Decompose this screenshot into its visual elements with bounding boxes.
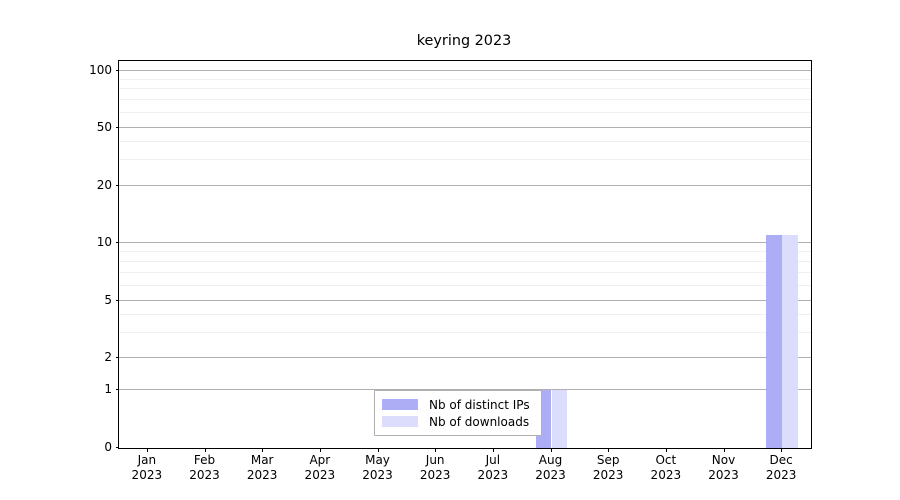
- x-axis-tick-label: Feb 2023: [189, 453, 220, 482]
- chart-legend: Nb of distinct IPs Nb of downloads: [374, 390, 542, 436]
- gridline-minor: [119, 112, 811, 114]
- x-axis-tick-mark: [435, 448, 437, 452]
- gridline-major: [119, 357, 811, 358]
- x-axis-tick-mark: [665, 448, 667, 452]
- legend-swatch-downloads: [382, 416, 418, 427]
- legend-label-downloads: Nb of downloads: [429, 414, 530, 429]
- y-axis-tick-label: 100: [89, 63, 112, 77]
- gridline-major: [119, 389, 811, 390]
- gridline-minor: [119, 260, 811, 262]
- gridline-minor: [119, 250, 811, 252]
- gridlines: [119, 61, 811, 448]
- y-axis-tick-label: 2: [104, 350, 112, 364]
- y-axis-tick-mark: [115, 184, 119, 186]
- y-axis-tick-mark: [115, 446, 119, 448]
- legend-swatch-distinct-ips: [382, 399, 418, 410]
- bar: [766, 235, 783, 448]
- y-axis-tick-label: 20: [96, 178, 112, 192]
- x-axis-tick-label: Sep 2023: [592, 453, 624, 482]
- x-axis-tick-mark: [146, 448, 148, 452]
- gridline-major: [119, 70, 811, 71]
- gridline-major: [119, 127, 811, 128]
- legend-label-distinct-ips: Nb of distinct IPs: [429, 397, 530, 412]
- x-axis-tick-label: Aug 2023: [535, 453, 566, 482]
- gridline-minor: [119, 159, 811, 161]
- y-axis-tick-mark: [115, 299, 119, 301]
- y-axis-tick-label: 10: [96, 235, 112, 249]
- gridline-minor: [119, 78, 811, 80]
- x-axis-tick-mark: [377, 448, 379, 452]
- gridline-minor: [119, 99, 811, 101]
- gridline-minor: [119, 331, 811, 333]
- chart-title: keyring 2023: [416, 33, 512, 49]
- y-axis-tick-mark: [115, 126, 119, 128]
- y-axis-tick-mark: [115, 356, 119, 358]
- x-axis-tick-mark: [319, 448, 321, 452]
- gridline-minor: [119, 141, 811, 143]
- y-axis-tick-mark: [115, 388, 119, 390]
- x-axis-tick-label: Jan 2023: [131, 453, 163, 482]
- bar: [551, 390, 568, 448]
- x-axis-tick-mark: [781, 448, 783, 452]
- y-axis-tick-labels: 0 1 2 5 10 20 50 100: [68, 60, 112, 453]
- legend-item: Nb of distinct IPs: [382, 396, 534, 413]
- y-axis-tick-mark: [115, 241, 119, 243]
- x-axis-tick-labels: Jan 2023 Feb 2023 Mar 2023 Apr 2023 May 2023 Jun 20…: [118, 453, 810, 487]
- gridline-minor: [119, 271, 811, 273]
- gridline-major: [119, 242, 811, 243]
- x-axis-tick-mark: [723, 448, 725, 452]
- legend-item: Nb of downloads: [382, 413, 534, 430]
- x-axis-tick-mark: [492, 448, 494, 452]
- x-axis-tick-label: Apr 2023: [304, 453, 336, 482]
- gridline-major: [119, 185, 811, 186]
- gridline-minor: [119, 88, 811, 90]
- x-axis-tick-mark: [262, 448, 264, 452]
- x-axis-tick-mark: [550, 448, 552, 452]
- x-axis-tick-label: May 2023: [362, 453, 393, 482]
- x-axis-tick-mark: [204, 448, 206, 452]
- x-axis-tick-label: Mar 2023: [246, 453, 278, 482]
- gridline-minor: [119, 284, 811, 286]
- gridline-minor: [119, 313, 811, 315]
- y-axis-tick-label: 5: [104, 293, 112, 307]
- y-axis-tick-label: 0: [104, 440, 112, 454]
- bar: [782, 235, 798, 448]
- x-axis-tick-label: Oct 2023: [650, 453, 682, 482]
- x-axis-tick-label: Jul 2023: [477, 453, 509, 482]
- gridline-major: [119, 300, 811, 301]
- y-axis-tick-label: 50: [96, 120, 112, 134]
- y-axis-tick-mark: [115, 69, 119, 71]
- x-axis-tick-marks: [118, 448, 810, 452]
- x-axis-tick-label: Dec 2023: [765, 453, 797, 482]
- x-axis-tick-label: Jun 2023: [419, 453, 451, 482]
- x-axis-tick-label: Nov 2023: [708, 453, 739, 482]
- x-axis-tick-mark: [608, 448, 610, 452]
- y-axis-tick-label: 1: [104, 382, 112, 396]
